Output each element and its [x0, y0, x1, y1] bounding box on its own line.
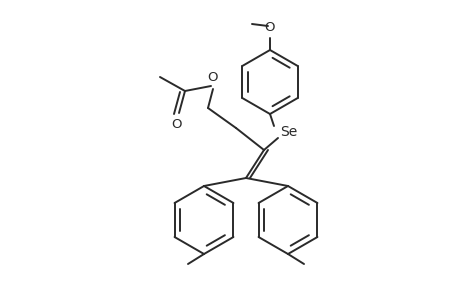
Text: O: O	[207, 71, 218, 84]
Text: Se: Se	[280, 125, 297, 139]
Text: O: O	[264, 21, 274, 34]
Text: O: O	[171, 118, 182, 131]
